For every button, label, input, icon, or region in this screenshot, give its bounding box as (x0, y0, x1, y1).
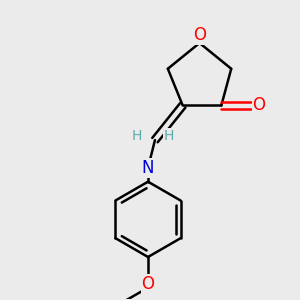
Text: O: O (253, 96, 266, 114)
Text: H: H (132, 129, 142, 143)
Text: O: O (193, 26, 206, 44)
Text: H: H (164, 129, 174, 143)
Text: O: O (142, 275, 154, 293)
Text: N: N (142, 159, 154, 177)
